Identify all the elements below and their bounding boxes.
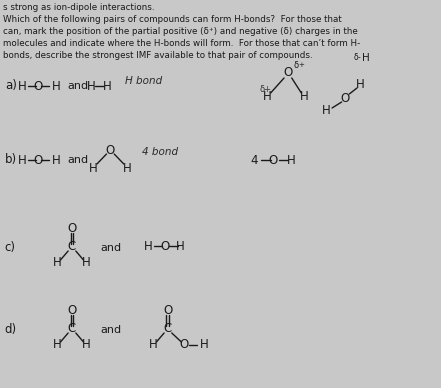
Text: H: H bbox=[103, 80, 112, 92]
Text: O: O bbox=[34, 80, 43, 92]
Text: H: H bbox=[200, 338, 208, 352]
Text: H: H bbox=[18, 80, 27, 92]
Text: c): c) bbox=[5, 241, 16, 255]
Text: C: C bbox=[68, 241, 76, 253]
Text: -: - bbox=[358, 54, 361, 62]
Text: O: O bbox=[34, 154, 43, 166]
Text: H: H bbox=[288, 154, 296, 166]
Text: H: H bbox=[149, 338, 158, 352]
Text: H: H bbox=[87, 80, 96, 92]
Text: H: H bbox=[262, 90, 271, 104]
Text: molecules and indicate where the H-bonds will form.  For those that can’t form H: molecules and indicate where the H-bonds… bbox=[3, 40, 360, 48]
Text: H: H bbox=[82, 338, 91, 352]
Text: O: O bbox=[163, 303, 172, 317]
Text: H: H bbox=[18, 154, 27, 166]
Text: C: C bbox=[68, 322, 76, 336]
Text: O: O bbox=[283, 66, 292, 80]
Text: bonds, describe the strongest IMF available to that pair of compounds.: bonds, describe the strongest IMF availa… bbox=[3, 52, 313, 61]
Text: O: O bbox=[161, 239, 170, 253]
Text: H: H bbox=[52, 154, 60, 166]
Text: H: H bbox=[355, 78, 364, 90]
Text: H: H bbox=[52, 80, 60, 92]
Text: H: H bbox=[82, 256, 91, 270]
Text: O: O bbox=[67, 222, 77, 234]
Text: O: O bbox=[106, 144, 115, 156]
Text: 4: 4 bbox=[250, 154, 258, 166]
Text: H: H bbox=[176, 239, 185, 253]
Text: δ+: δ+ bbox=[259, 85, 271, 94]
Text: and: and bbox=[67, 81, 88, 91]
Text: can, mark the position of the partial positive (δ⁺) and negative (δ) charges in : can, mark the position of the partial po… bbox=[3, 28, 358, 36]
Text: H: H bbox=[300, 90, 309, 104]
Text: s strong as ion-dipole interactions.: s strong as ion-dipole interactions. bbox=[3, 3, 154, 12]
Text: O: O bbox=[269, 154, 278, 166]
Text: +: + bbox=[299, 62, 304, 68]
Text: d): d) bbox=[5, 324, 17, 336]
Text: δ: δ bbox=[294, 61, 299, 69]
Text: O: O bbox=[67, 303, 77, 317]
Text: C: C bbox=[164, 322, 172, 336]
Text: O: O bbox=[340, 92, 349, 104]
Text: and: and bbox=[101, 325, 122, 335]
Text: H: H bbox=[53, 338, 62, 352]
Text: and: and bbox=[101, 243, 122, 253]
Text: and: and bbox=[67, 155, 88, 165]
Text: H: H bbox=[53, 256, 62, 270]
Text: Which of the following pairs of compounds can form H-bonds?  For those that: Which of the following pairs of compound… bbox=[3, 16, 342, 24]
Text: O: O bbox=[179, 338, 189, 352]
Text: b): b) bbox=[5, 154, 17, 166]
Text: H: H bbox=[322, 104, 331, 116]
Text: δ: δ bbox=[353, 54, 358, 62]
Text: H: H bbox=[89, 161, 97, 175]
Text: H: H bbox=[123, 161, 132, 175]
Text: a): a) bbox=[5, 80, 17, 92]
Text: H: H bbox=[144, 239, 153, 253]
Text: H: H bbox=[362, 53, 370, 63]
Text: H bond: H bond bbox=[125, 76, 162, 86]
Text: 4 bond: 4 bond bbox=[142, 147, 178, 157]
